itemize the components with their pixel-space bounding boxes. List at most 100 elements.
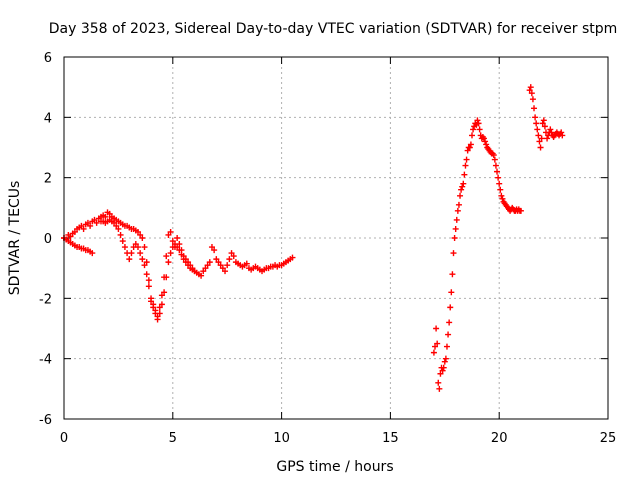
series-2 [97, 216, 198, 323]
data-point [178, 251, 185, 258]
data-point [145, 277, 152, 284]
data-point [435, 379, 442, 386]
data-point [475, 120, 482, 127]
data-points [61, 84, 566, 392]
data-point [80, 225, 87, 232]
data-point [145, 283, 152, 290]
data-point [156, 304, 163, 311]
data-point [176, 247, 183, 254]
data-point [528, 90, 535, 97]
data-point [535, 132, 542, 139]
data-point [432, 343, 439, 350]
data-point [289, 254, 296, 261]
data-point [156, 310, 163, 317]
data-point [463, 156, 470, 163]
data-point [559, 132, 566, 139]
data-point [461, 171, 468, 178]
x-tick-label: 15 [382, 431, 399, 446]
y-axis-label: SDTVAR / TECUs [7, 181, 23, 296]
data-point [102, 213, 109, 220]
data-point [430, 349, 437, 356]
data-point [449, 271, 456, 278]
data-point [443, 343, 450, 350]
data-point [547, 126, 554, 133]
data-point [496, 180, 503, 187]
data-point [498, 192, 505, 199]
data-point [476, 126, 483, 133]
data-point [453, 216, 460, 223]
data-point [134, 244, 141, 251]
data-point [182, 259, 189, 266]
data-point [455, 201, 462, 208]
data-point [171, 241, 178, 248]
data-point [558, 129, 565, 136]
data-point [517, 207, 524, 214]
data-point [526, 87, 533, 94]
data-point [139, 256, 146, 263]
data-point [211, 247, 218, 254]
data-point [442, 355, 449, 362]
data-point [89, 250, 96, 257]
data-point [87, 222, 94, 229]
data-point [128, 250, 135, 257]
x-tick-label: 25 [600, 431, 617, 446]
data-point [462, 162, 469, 169]
data-point [78, 222, 85, 229]
y-tick-label: -2 [39, 292, 52, 307]
grid [64, 57, 608, 419]
series-1 [61, 235, 96, 257]
data-point [126, 256, 133, 263]
series-4 [526, 84, 566, 151]
data-point [141, 262, 148, 269]
data-point [167, 250, 174, 257]
data-point [169, 238, 176, 245]
x-tick-label: 10 [273, 431, 290, 446]
data-point [222, 268, 229, 275]
data-point [137, 231, 144, 238]
data-point [451, 235, 458, 241]
data-point [544, 135, 551, 142]
data-point [158, 301, 165, 308]
data-point [243, 260, 250, 267]
data-point [467, 141, 474, 148]
data-point [165, 231, 172, 238]
data-point [495, 174, 502, 181]
data-point [441, 358, 448, 365]
data-point [163, 253, 170, 260]
data-point [437, 370, 444, 377]
data-point [527, 84, 534, 91]
data-point [497, 186, 504, 193]
data-point [228, 250, 235, 257]
data-point [548, 129, 555, 136]
data-point [458, 186, 465, 193]
data-point [113, 222, 120, 229]
data-point [466, 144, 473, 151]
data-point [537, 144, 544, 151]
data-point [219, 265, 226, 272]
data-point [532, 114, 539, 121]
data-point [226, 256, 233, 263]
data-point [531, 105, 538, 112]
data-point [132, 241, 139, 248]
data-point [447, 304, 454, 311]
x-tick-label: 5 [169, 431, 177, 446]
data-point [450, 250, 457, 257]
x-axis-label: GPS time / hours [276, 459, 393, 475]
data-point [158, 292, 165, 299]
data-point [106, 210, 113, 217]
data-point [454, 207, 461, 214]
y-tick-label: 2 [44, 172, 52, 187]
data-point [539, 120, 546, 127]
data-point [119, 238, 126, 245]
data-point [139, 235, 146, 241]
data-point [492, 162, 499, 169]
data-point [491, 156, 498, 163]
data-point [464, 147, 471, 154]
data-point [534, 126, 541, 133]
data-point [470, 126, 477, 133]
data-point [134, 228, 141, 235]
data-point [115, 225, 122, 232]
y-tick-label: 4 [44, 111, 52, 126]
data-point [150, 304, 157, 311]
